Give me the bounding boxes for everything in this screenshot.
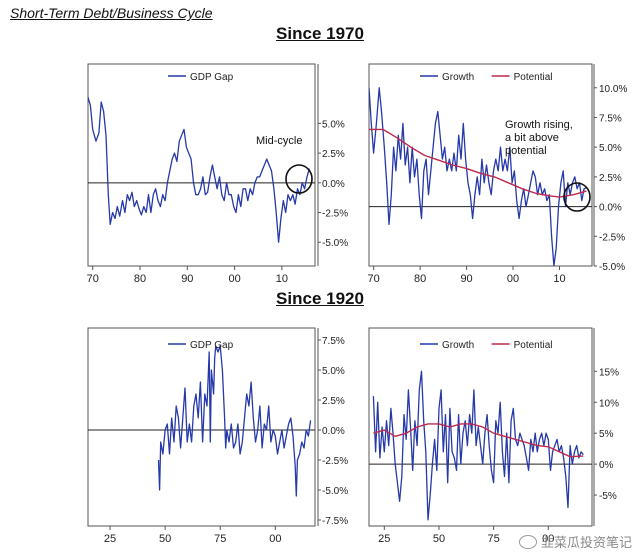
legend-label: Potential <box>514 340 553 351</box>
annotation-line: Growth rising, <box>505 119 573 131</box>
y-tick-label: 5% <box>599 429 614 440</box>
chart-growth1920: 15% 10% 5% 0% -5% 25 50 75 00 Growth Potential <box>368 327 619 545</box>
plot-frame <box>87 63 316 267</box>
section-title-1970: Since 1970 <box>276 24 364 43</box>
x-tick-label: 70 <box>368 273 380 285</box>
y-tick-label: 2.5% <box>599 173 622 184</box>
chart-gap1920: 7.5% 5.0% 2.5% 0.0% -2.5% -5.0% -7.5% 25 50 75 00 G… <box>87 327 348 545</box>
x-tick-label: 80 <box>134 273 146 285</box>
legend-label: Growth <box>442 340 474 351</box>
y-tick-label: -5% <box>599 491 617 502</box>
x-tick-label: 50 <box>433 533 445 545</box>
y-tick-label: -5.0% <box>322 486 348 497</box>
y-tick-label: 0.0% <box>322 426 345 437</box>
annotation-text: Mid-cycle <box>256 135 302 147</box>
y-tick-label: -2.5% <box>599 232 625 243</box>
x-tick-label: 25 <box>378 533 390 545</box>
legend-label: Growth <box>442 72 474 83</box>
y-tick-label: 5.0% <box>322 119 345 130</box>
annotation-text: Growth rising, a bit above potential <box>505 119 573 157</box>
x-tick-label: 10 <box>276 273 288 285</box>
series-line-potential <box>369 128 587 198</box>
y-tick-label: 10% <box>599 398 619 409</box>
x-tick-label: 00 <box>269 533 281 545</box>
legend-label: Potential <box>514 72 553 83</box>
x-tick-label: 10 <box>553 273 565 285</box>
page-title: Short-Term Debt/Business Cycle <box>10 5 213 21</box>
y-tick-label: -2.5% <box>322 456 348 467</box>
y-tick-label: -7.5% <box>322 516 348 527</box>
series-line-gdp-gap <box>157 345 312 497</box>
series-line-gdp-gap <box>88 97 310 243</box>
y-tick-label: 0.0% <box>599 203 622 214</box>
y-tick-label: 7.5% <box>599 113 622 124</box>
chart-gap1970: 5.0% 2.5% 0.0% -2.5% -5.0% 70 80 90 00 10 GDP Gap M… <box>87 63 348 285</box>
y-tick-label: 5.0% <box>599 143 622 154</box>
series-line-potential <box>373 423 584 458</box>
watermark-text: 韭菜瓜投资笔记 <box>540 535 632 550</box>
annotation-line: a bit above <box>505 132 559 144</box>
x-tick-label: 00 <box>542 533 554 545</box>
plot-frame <box>87 327 316 527</box>
y-tick-label: -2.5% <box>322 209 348 220</box>
y-tick-label: 2.5% <box>322 149 345 160</box>
x-tick-label: 80 <box>414 273 426 285</box>
annotation-circle <box>563 182 591 212</box>
y-tick-label: 7.5% <box>322 336 345 347</box>
plot-frame <box>368 327 593 527</box>
annotation-circle <box>285 164 313 194</box>
x-tick-label: 75 <box>487 533 499 545</box>
wechat-icon <box>518 534 537 549</box>
y-tick-label: 10.0% <box>599 84 627 95</box>
chart-growth1970: 10.0% 7.5% 5.0% 2.5% 0.0% -2.5% -5.0% 70 80 90 00 1… <box>368 63 627 285</box>
annotation-line: potential <box>505 145 547 157</box>
series-line-growth <box>369 87 587 266</box>
watermark: 韭菜瓜投资笔记 <box>518 532 632 551</box>
y-tick-label: 0% <box>599 460 614 471</box>
y-tick-label: 15% <box>599 367 619 378</box>
y-tick-label: -5.0% <box>322 238 348 249</box>
series-line-growth <box>372 370 584 521</box>
x-tick-label: 50 <box>159 533 171 545</box>
legend-label: GDP Gap <box>190 340 234 351</box>
x-tick-label: 90 <box>460 273 472 285</box>
x-tick-label: 25 <box>104 533 116 545</box>
x-tick-label: 00 <box>228 273 240 285</box>
y-tick-label: -5.0% <box>599 262 625 273</box>
x-tick-label: 90 <box>181 273 193 285</box>
plot-frame <box>368 63 593 267</box>
y-tick-label: 5.0% <box>322 366 345 377</box>
x-tick-label: 70 <box>87 273 99 285</box>
y-tick-label: 0.0% <box>322 179 345 190</box>
x-tick-label: 00 <box>507 273 519 285</box>
section-title-1920: Since 1920 <box>276 289 364 308</box>
x-tick-label: 75 <box>214 533 226 545</box>
y-tick-label: 2.5% <box>322 396 345 407</box>
legend-label: GDP Gap <box>190 72 234 83</box>
